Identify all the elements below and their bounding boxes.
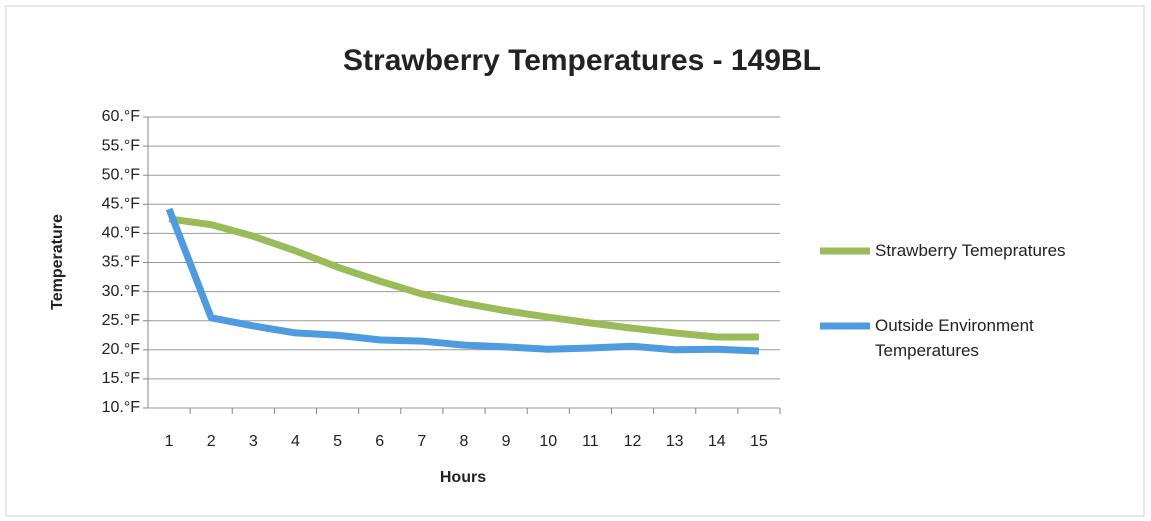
x-tick-label: 10 — [539, 433, 557, 450]
y-tick-label: 50.°F — [102, 166, 141, 183]
legend-label: Outside Environment Temperatures — [875, 316, 1034, 360]
x-tick-label: 3 — [249, 433, 258, 450]
y-tick-label: 25.°F — [102, 312, 141, 329]
x-tick-label: 11 — [582, 433, 599, 450]
chart-border — [5, 5, 1145, 517]
y-tick-label: 40.°F — [102, 225, 141, 242]
x-tick-label: 12 — [624, 433, 642, 450]
y-tick-label: 35.°F — [102, 254, 141, 271]
legend-label: Strawberry Temepratures — [875, 241, 1066, 260]
x-tick-label: 9 — [502, 433, 511, 450]
x-tick-label: 1 — [165, 433, 174, 450]
x-tick-label: 15 — [750, 433, 768, 450]
x-tick-label: 4 — [291, 433, 300, 450]
y-tick-label: 30.°F — [102, 283, 141, 300]
x-tick-label: 8 — [460, 433, 469, 450]
y-tick-label: 20.°F — [102, 341, 141, 358]
x-tick-label: 13 — [666, 433, 684, 450]
x-tick-label: 7 — [417, 433, 426, 450]
x-tick-label: 14 — [708, 433, 726, 450]
series-line — [165, 207, 760, 355]
x-axis-label: Hours — [440, 469, 486, 486]
x-tick-label: 2 — [207, 433, 216, 450]
y-tick-label: 55.°F — [102, 137, 141, 154]
x-tick-label: 6 — [375, 433, 384, 450]
chart-title: Strawberry Temperatures - 149BL — [343, 44, 821, 77]
y-tick-label: 60.°F — [102, 108, 141, 125]
series-line — [168, 215, 759, 341]
y-tick-label: 15.°F — [102, 370, 141, 387]
x-tick-label: 5 — [333, 433, 342, 450]
y-tick-label: 45.°F — [102, 196, 141, 213]
y-axis-label: Temperature — [49, 214, 66, 310]
y-tick-label: 10.°F — [102, 399, 141, 416]
